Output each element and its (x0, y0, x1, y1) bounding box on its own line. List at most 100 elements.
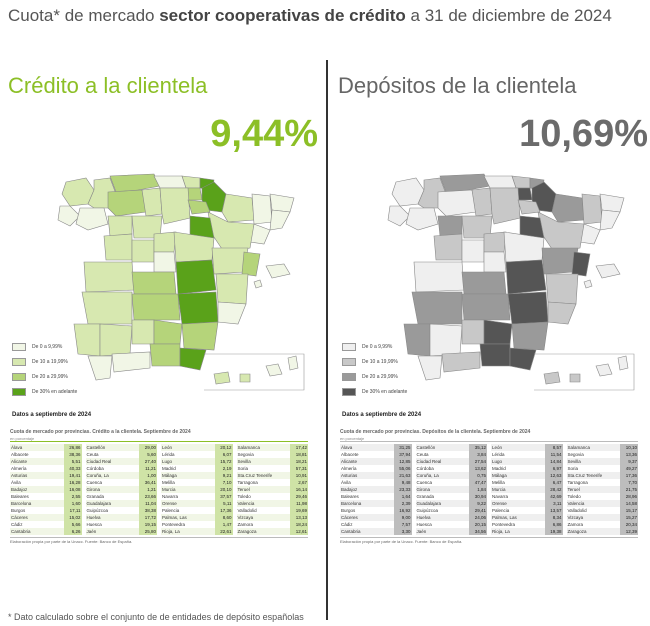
legend-item: De 0 a 9,99% (342, 340, 407, 353)
panel-credito: Crédito a la clientela 9,44% De 0 a 9,99… (4, 72, 322, 572)
province-value: 21,75 (620, 486, 638, 493)
province-value: 2,19 (214, 465, 233, 472)
legend-label: De 30% en adelante (362, 388, 408, 395)
province-value: 49,27 (620, 465, 638, 472)
province-value: 55,06 (393, 465, 412, 472)
province-value: 14,58 (620, 500, 638, 507)
table-row: Córdoba 13,62 (416, 465, 487, 472)
province-name: Valladolid (237, 508, 257, 513)
province-castellon (571, 251, 591, 277)
table-column: Álava 31,25 Albacete 37,94 Alicante 12,85 Alme… (340, 444, 412, 535)
province-name: Tarragona (237, 480, 258, 485)
province-ciudadreal (131, 293, 181, 321)
province-alicante (217, 301, 247, 325)
province-name: Cádiz (11, 522, 23, 527)
province-name: Álava (10, 444, 64, 451)
table-row: Granada 30,94 (416, 493, 487, 500)
province-value: 18,81 (290, 451, 308, 458)
legend-swatch (12, 372, 26, 381)
province-name: Orense (491, 500, 545, 507)
province-value: 17,72 (139, 514, 157, 521)
table-row: Burgos 17,11 (10, 507, 82, 514)
province-name: Huelva (85, 514, 139, 521)
table-column: Salamanca 10,10 Segovia 13,36 Sevilla 9,37 Sor… (566, 444, 638, 535)
province-granada (479, 343, 511, 367)
table-row: Zaragoza 12,61 (236, 528, 308, 535)
legend-label: De 30% en adelante (32, 388, 78, 395)
province-pontevedra (57, 205, 81, 227)
province-name: Salamanca (236, 444, 290, 451)
table-column: Álava 26,86 Albacete 38,36 Alicante 5,51 Almer… (10, 444, 82, 535)
province-value: 20,34 (620, 521, 638, 528)
table-row: Orense 5,11 (161, 500, 233, 507)
province-value: 5,66 (63, 521, 82, 528)
province-value: 38,38 (139, 507, 157, 514)
table-row: Asturias 19,41 (10, 472, 82, 479)
province-huesca (551, 193, 585, 223)
legend-label: De 20 a 29,99% (362, 373, 398, 380)
province-value: 22,61 (214, 528, 233, 535)
legend-label: De 0 a 9,99% (362, 343, 393, 350)
province-name: Zaragoza (236, 528, 290, 535)
province-orense (405, 207, 439, 231)
province-name: Huelva (415, 514, 469, 521)
province-name: Ceuta (86, 452, 99, 457)
table-row: Guadalajara 9,22 (415, 500, 487, 507)
province-value: 1,21 (139, 486, 157, 493)
table-row: Álava 31,25 (340, 444, 412, 451)
table-row: Vizcaya 13,13 (236, 514, 308, 521)
province-name: Alicante (10, 458, 64, 465)
province-name: León (491, 444, 545, 451)
table-row: Ceuta 3,84 (416, 451, 487, 458)
province-value: 8,57 (544, 444, 563, 451)
province-value: 2,39 (393, 500, 412, 507)
province-value: 13,62 (469, 465, 487, 472)
province-huelva (403, 323, 431, 357)
province-value: 11,54 (544, 451, 563, 458)
province-sevilla (99, 323, 133, 357)
province-value: 9,21 (214, 472, 233, 479)
table-row: Palencia 17,36 (161, 507, 233, 514)
province-name: Cantabria (340, 528, 394, 535)
footnote: * Dato calculado sobre el conjunto de de… (8, 612, 304, 622)
province-leon (107, 189, 147, 217)
province-value: 38,36 (63, 451, 82, 458)
province-alicante (547, 301, 577, 325)
province-name: Córdoba (86, 466, 104, 471)
table-row: Guadalajara 11,04 (85, 500, 157, 507)
province-name: Vizcaya (566, 514, 620, 521)
table-row: Burgos 16,92 (340, 507, 412, 514)
table-row: Murcia 28,42 (491, 486, 563, 493)
province-name: Almería (11, 466, 27, 471)
province-girona (599, 193, 625, 213)
map-legend: De 0 a 9,99% De 10 a 19,99% De 20 a 29,99%… (12, 340, 77, 400)
table-row: Ávila 9,48 (340, 479, 412, 486)
province-value: 7,70 (620, 479, 638, 486)
province-name: Badajoz (10, 486, 64, 493)
province-rioja (517, 199, 541, 215)
province-caceres (83, 261, 135, 293)
province-value: 10,10 (620, 444, 638, 451)
panel-title: Crédito a la clientela (8, 73, 208, 98)
province-name: Pontevedra (492, 522, 516, 527)
province-name: Toledo (567, 494, 581, 499)
province-name: Málaga (491, 472, 545, 479)
province-name: Lugo (161, 458, 215, 465)
table-row: Lugo 14,84 (491, 458, 563, 465)
canary-inset-frame (534, 353, 635, 391)
province-value: 11,98 (290, 500, 308, 507)
table-footer: Elaboración propia por parte de la Unacc… (340, 537, 638, 544)
province-madrid (153, 251, 177, 273)
province-name: Albacete (341, 452, 359, 457)
province-value: 29,41 (469, 507, 487, 514)
province-badajoz (411, 291, 463, 325)
province-value: 15,72 (214, 458, 233, 465)
province-value: 2,67 (290, 479, 308, 486)
province-name: Jaén (415, 528, 469, 535)
province-zamora (437, 215, 463, 237)
province-avila (461, 239, 485, 263)
province-value: 57,31 (290, 465, 308, 472)
province-name: Burgos (11, 508, 26, 513)
province-name: Cuenca (86, 480, 103, 485)
table-row: Huelva 24,06 (415, 514, 487, 521)
